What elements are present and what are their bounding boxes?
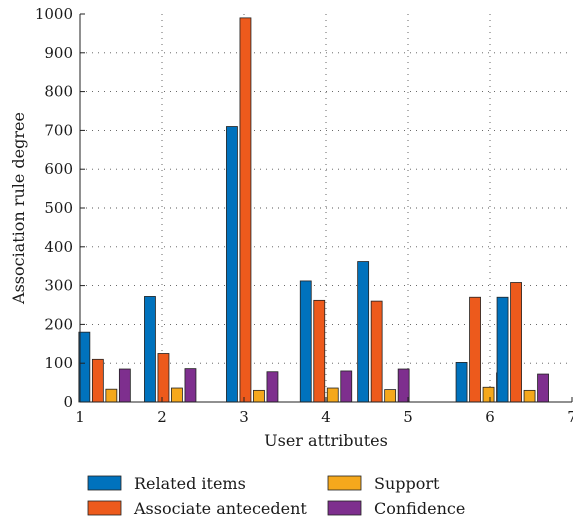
y-tick-label: 800 xyxy=(44,83,73,101)
y-tick-label: 500 xyxy=(44,199,73,217)
bar-associate-antecedent-6 xyxy=(469,296,481,403)
legend-label: Confidence xyxy=(374,499,465,518)
bars xyxy=(78,17,549,403)
legend: Related items Associate antecedent Support… xyxy=(87,474,465,518)
y-axis-ticks: 0 100 200 300 400 500 600 700 800 900 1000 xyxy=(35,5,85,411)
bar-support-7 xyxy=(523,389,536,403)
y-tick-label: 700 xyxy=(44,121,73,139)
legend-swatch xyxy=(87,475,122,491)
bar-related-items-5 xyxy=(357,261,370,403)
bar-support-5 xyxy=(384,389,397,403)
y-tick-label: 400 xyxy=(44,238,73,256)
x-axis-ticks: 1 2 3 4 5 6 7 xyxy=(75,397,573,426)
bar-associate-antecedent-4 xyxy=(313,299,326,403)
bar-associate-antecedent-3 xyxy=(239,17,252,403)
bar-confidence-7 xyxy=(537,373,549,403)
y-tick-label: 200 xyxy=(44,315,73,333)
y-tick-label: 900 xyxy=(44,44,73,62)
bar-associate-antecedent-5 xyxy=(370,300,383,403)
legend-swatch xyxy=(87,500,122,516)
bar-support-4 xyxy=(326,387,339,403)
bar-related-items-7 xyxy=(496,296,509,403)
legend-swatch xyxy=(327,500,362,516)
legend-item-related-items: Related items xyxy=(87,474,246,493)
y-tick-label: 100 xyxy=(44,354,73,372)
bar-associate-antecedent-2 xyxy=(157,353,170,403)
bar-confidence-2 xyxy=(184,368,197,403)
x-tick-label: 5 xyxy=(403,408,413,426)
x-axis-title: User attributes xyxy=(264,431,388,450)
legend-item-associate-antecedent: Associate antecedent xyxy=(87,499,307,518)
legend-item-support: Support xyxy=(327,474,440,493)
bar-associate-antecedent-7 xyxy=(510,282,522,403)
bar-confidence-4 xyxy=(340,370,353,403)
bar-support-2 xyxy=(171,387,183,403)
legend-label: Support xyxy=(374,474,440,493)
bar-related-items-6 xyxy=(455,362,468,403)
legend-swatch xyxy=(327,475,362,491)
x-tick-label: 1 xyxy=(75,408,85,426)
x-tick-label: 3 xyxy=(239,408,249,426)
bar-confidence-3 xyxy=(266,371,279,403)
x-tick-label: 6 xyxy=(485,408,495,426)
y-tick-label: 600 xyxy=(44,160,73,178)
legend-label: Related items xyxy=(134,474,246,493)
bar-related-items-3 xyxy=(226,126,238,403)
y-tick-label: 0 xyxy=(63,393,73,411)
x-tick-label: 4 xyxy=(321,408,331,426)
bar-related-items-2 xyxy=(144,296,156,403)
bar-confidence-1 xyxy=(118,368,131,403)
y-axis-title: Association rule degree xyxy=(9,112,28,305)
x-tick-label: 2 xyxy=(157,408,167,426)
legend-label: Associate antecedent xyxy=(133,499,307,518)
bar-related-items-4 xyxy=(299,280,312,403)
y-tick-label: 300 xyxy=(44,277,73,295)
bar-support-6 xyxy=(482,386,495,403)
legend-item-confidence: Confidence xyxy=(327,499,465,518)
x-tick-label: 7 xyxy=(567,408,573,426)
bar-support-1 xyxy=(105,388,118,403)
bar-associate-antecedent-1 xyxy=(91,358,104,403)
bar-support-3 xyxy=(253,389,265,403)
y-tick-label: 1000 xyxy=(35,5,73,23)
grid-lines xyxy=(80,14,572,402)
